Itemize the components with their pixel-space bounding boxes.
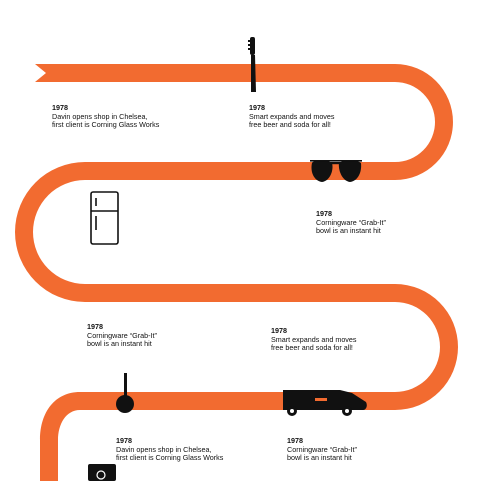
- event-label: 1978 Corningware “Grab-It” bowl is an in…: [316, 209, 386, 236]
- event-year: 1978: [249, 103, 265, 112]
- event-label: 1978 Davin opens shop in Chelsea, first …: [52, 103, 160, 130]
- bottom-icon: [88, 464, 116, 481]
- event-label: 1978 Corningware “Grab-It” bowl is an in…: [287, 436, 357, 463]
- event-text: Davin opens shop in Chelsea,: [52, 111, 148, 121]
- event-label: 1978 Smart expands and moves free beer a…: [249, 103, 335, 130]
- refrigerator-icon: [90, 191, 119, 245]
- event-text: Davin opens shop in Chelsea,: [116, 444, 212, 454]
- toothbrush-icon: [248, 37, 256, 92]
- event-text: Corningware “Grab-It”: [287, 444, 357, 454]
- event-text: bowl is an instant hit: [87, 339, 152, 349]
- event-year: 1978: [87, 322, 103, 331]
- event-text: first client is Corning Glass Works: [116, 453, 224, 463]
- event-text: Corningware “Grab-It”: [87, 330, 157, 340]
- event-year: 1978: [116, 436, 132, 445]
- event-text: Corningware “Grab-It”: [316, 217, 386, 227]
- event-text: first client is Corning Glass Works: [52, 120, 160, 130]
- sunglasses-icon: [310, 160, 362, 182]
- event-text: Smart expands and moves: [271, 334, 357, 344]
- event-year: 1978: [52, 103, 68, 112]
- van-icon: [283, 390, 367, 416]
- event-year: 1978: [287, 436, 303, 445]
- ladle-icon: [116, 373, 134, 413]
- event-text: free beer and soda for all!: [271, 343, 353, 353]
- event-label: 1978 Corningware “Grab-It” bowl is an in…: [87, 322, 157, 349]
- event-text: bowl is an instant hit: [287, 453, 352, 463]
- event-text: free beer and soda for all!: [249, 120, 331, 130]
- event-label: 1978 Smart expands and moves free beer a…: [271, 326, 357, 353]
- event-text: Smart expands and moves: [249, 111, 335, 121]
- event-label: 1978 Davin opens shop in Chelsea, first …: [116, 436, 224, 463]
- event-text: bowl is an instant hit: [316, 226, 381, 236]
- event-year: 1978: [271, 326, 287, 335]
- event-year: 1978: [316, 209, 332, 218]
